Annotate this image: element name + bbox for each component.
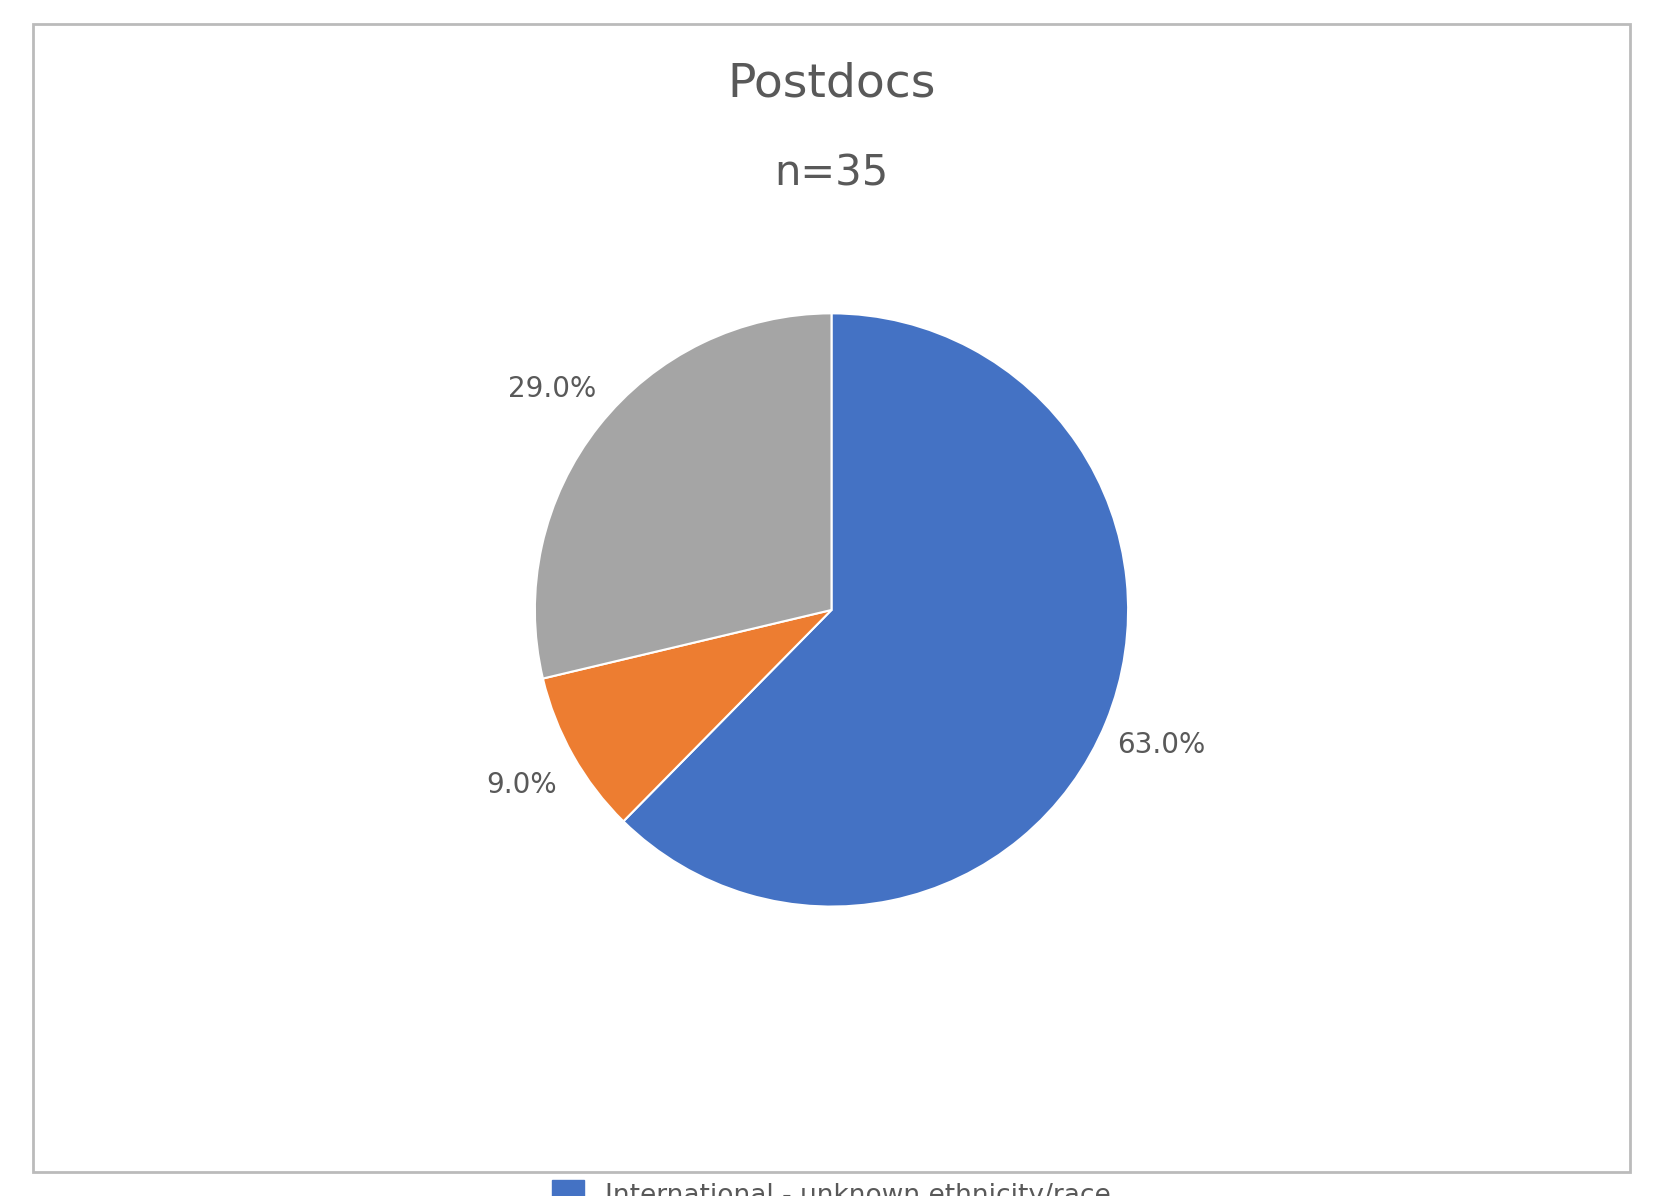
Wedge shape [624,313,1128,907]
Wedge shape [535,313,832,678]
Text: 29.0%: 29.0% [509,376,597,403]
Text: 63.0%: 63.0% [1118,731,1206,759]
Text: Postdocs: Postdocs [727,61,936,106]
Legend: International - unknown ethnicity/race, Permanent Resident - URM, Permanent Resi: International - unknown ethnicity/race, … [542,1170,1121,1196]
Text: n=35: n=35 [775,152,888,195]
Text: 9.0%: 9.0% [486,770,557,799]
Wedge shape [542,610,832,822]
